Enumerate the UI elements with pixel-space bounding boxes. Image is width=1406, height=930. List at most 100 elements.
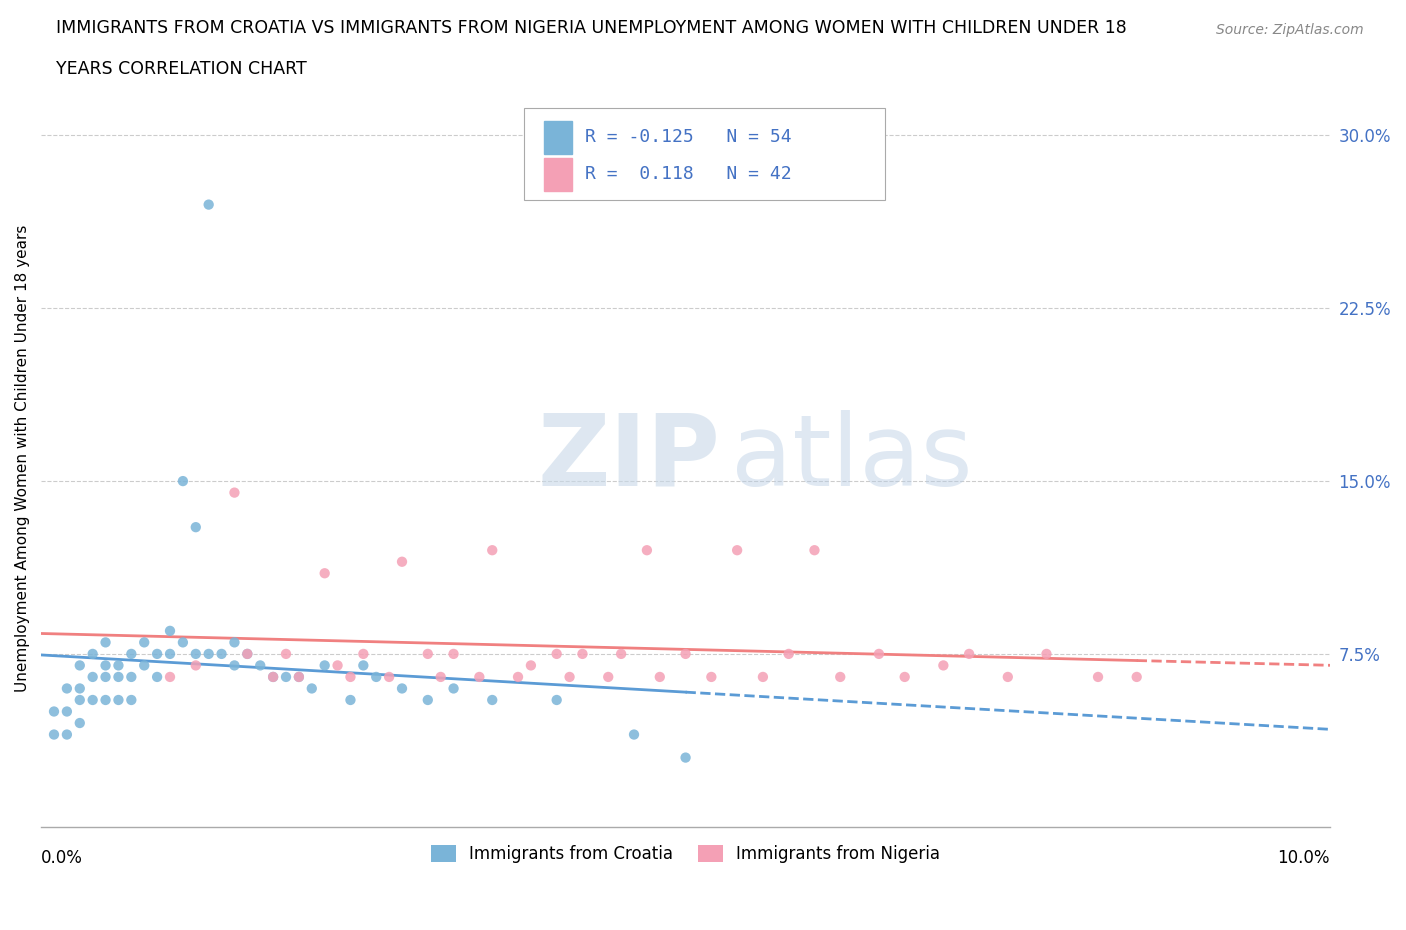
Point [42, 727, 65, 742]
Point [571, 646, 593, 661]
Point [416, 646, 439, 661]
Point [274, 670, 297, 684]
Text: YEARS CORRELATION CHART: YEARS CORRELATION CHART [56, 60, 307, 78]
Point [224, 485, 246, 500]
Point [120, 646, 142, 661]
Point [94, 670, 117, 684]
Point [172, 635, 194, 650]
Point [416, 693, 439, 708]
Text: R = -0.125   N = 54: R = -0.125 N = 54 [585, 128, 792, 146]
Point [94, 658, 117, 673]
Point [339, 670, 361, 684]
Point [211, 646, 233, 661]
Legend: Immigrants from Croatia, Immigrants from Nigeria: Immigrants from Croatia, Immigrants from… [425, 839, 948, 870]
Point [468, 670, 491, 684]
Point [159, 670, 181, 684]
Point [56, 704, 79, 719]
Point [352, 646, 374, 661]
Point [326, 658, 349, 673]
Point [224, 658, 246, 673]
Point [184, 658, 207, 673]
Point [752, 670, 775, 684]
Point [172, 473, 194, 488]
Point [134, 658, 156, 673]
Point [69, 715, 91, 730]
Point [1087, 670, 1109, 684]
Point [69, 681, 91, 696]
Point [262, 670, 284, 684]
Point [675, 751, 697, 765]
Point [830, 670, 852, 684]
Point [675, 646, 697, 661]
Point [636, 543, 658, 558]
Point [481, 543, 503, 558]
Point [107, 658, 129, 673]
Point [82, 693, 104, 708]
Point [443, 646, 465, 661]
Point [249, 658, 271, 673]
Text: IMMIGRANTS FROM CROATIA VS IMMIGRANTS FROM NIGERIA UNEMPLOYMENT AMONG WOMEN WITH: IMMIGRANTS FROM CROATIA VS IMMIGRANTS FR… [56, 19, 1128, 36]
Point [893, 670, 915, 684]
Point [339, 693, 361, 708]
FancyBboxPatch shape [524, 108, 886, 200]
Point [391, 554, 413, 569]
Point [120, 670, 142, 684]
Point [429, 670, 451, 684]
Point [932, 658, 955, 673]
Point [42, 704, 65, 719]
Point [262, 670, 284, 684]
Point [366, 670, 388, 684]
Point [56, 681, 79, 696]
Text: atlas: atlas [731, 409, 973, 507]
Point [803, 543, 825, 558]
Point [184, 646, 207, 661]
Point [725, 543, 748, 558]
Text: R =  0.118   N = 42: R = 0.118 N = 42 [585, 166, 792, 183]
Point [197, 197, 219, 212]
Point [94, 635, 117, 650]
Point [56, 727, 79, 742]
Point [82, 670, 104, 684]
Point [94, 693, 117, 708]
Point [546, 646, 568, 661]
Point [236, 646, 259, 661]
Bar [544, 121, 572, 153]
Point [197, 646, 219, 661]
Point [159, 623, 181, 638]
Point [598, 670, 620, 684]
Point [997, 670, 1019, 684]
Point [134, 635, 156, 650]
Point [274, 646, 297, 661]
Point [301, 681, 323, 696]
Point [778, 646, 800, 661]
Text: ZIP: ZIP [537, 409, 720, 507]
Point [520, 658, 543, 673]
Point [558, 670, 581, 684]
Point [288, 670, 311, 684]
Point [1125, 670, 1147, 684]
Point [69, 658, 91, 673]
Point [146, 646, 169, 661]
Point [82, 646, 104, 661]
Point [391, 681, 413, 696]
Point [120, 693, 142, 708]
Point [314, 658, 336, 673]
Point [288, 670, 311, 684]
Point [69, 693, 91, 708]
Point [700, 670, 723, 684]
Text: Source: ZipAtlas.com: Source: ZipAtlas.com [1216, 23, 1364, 37]
Point [648, 670, 671, 684]
Point [236, 646, 259, 661]
Text: 0.0%: 0.0% [41, 849, 83, 867]
Text: 10.0%: 10.0% [1278, 849, 1330, 867]
Point [378, 670, 401, 684]
Point [623, 727, 645, 742]
Bar [544, 157, 572, 191]
Point [314, 565, 336, 580]
Point [481, 693, 503, 708]
Point [107, 670, 129, 684]
Point [957, 646, 980, 661]
Point [610, 646, 633, 661]
Point [443, 681, 465, 696]
Point [224, 635, 246, 650]
